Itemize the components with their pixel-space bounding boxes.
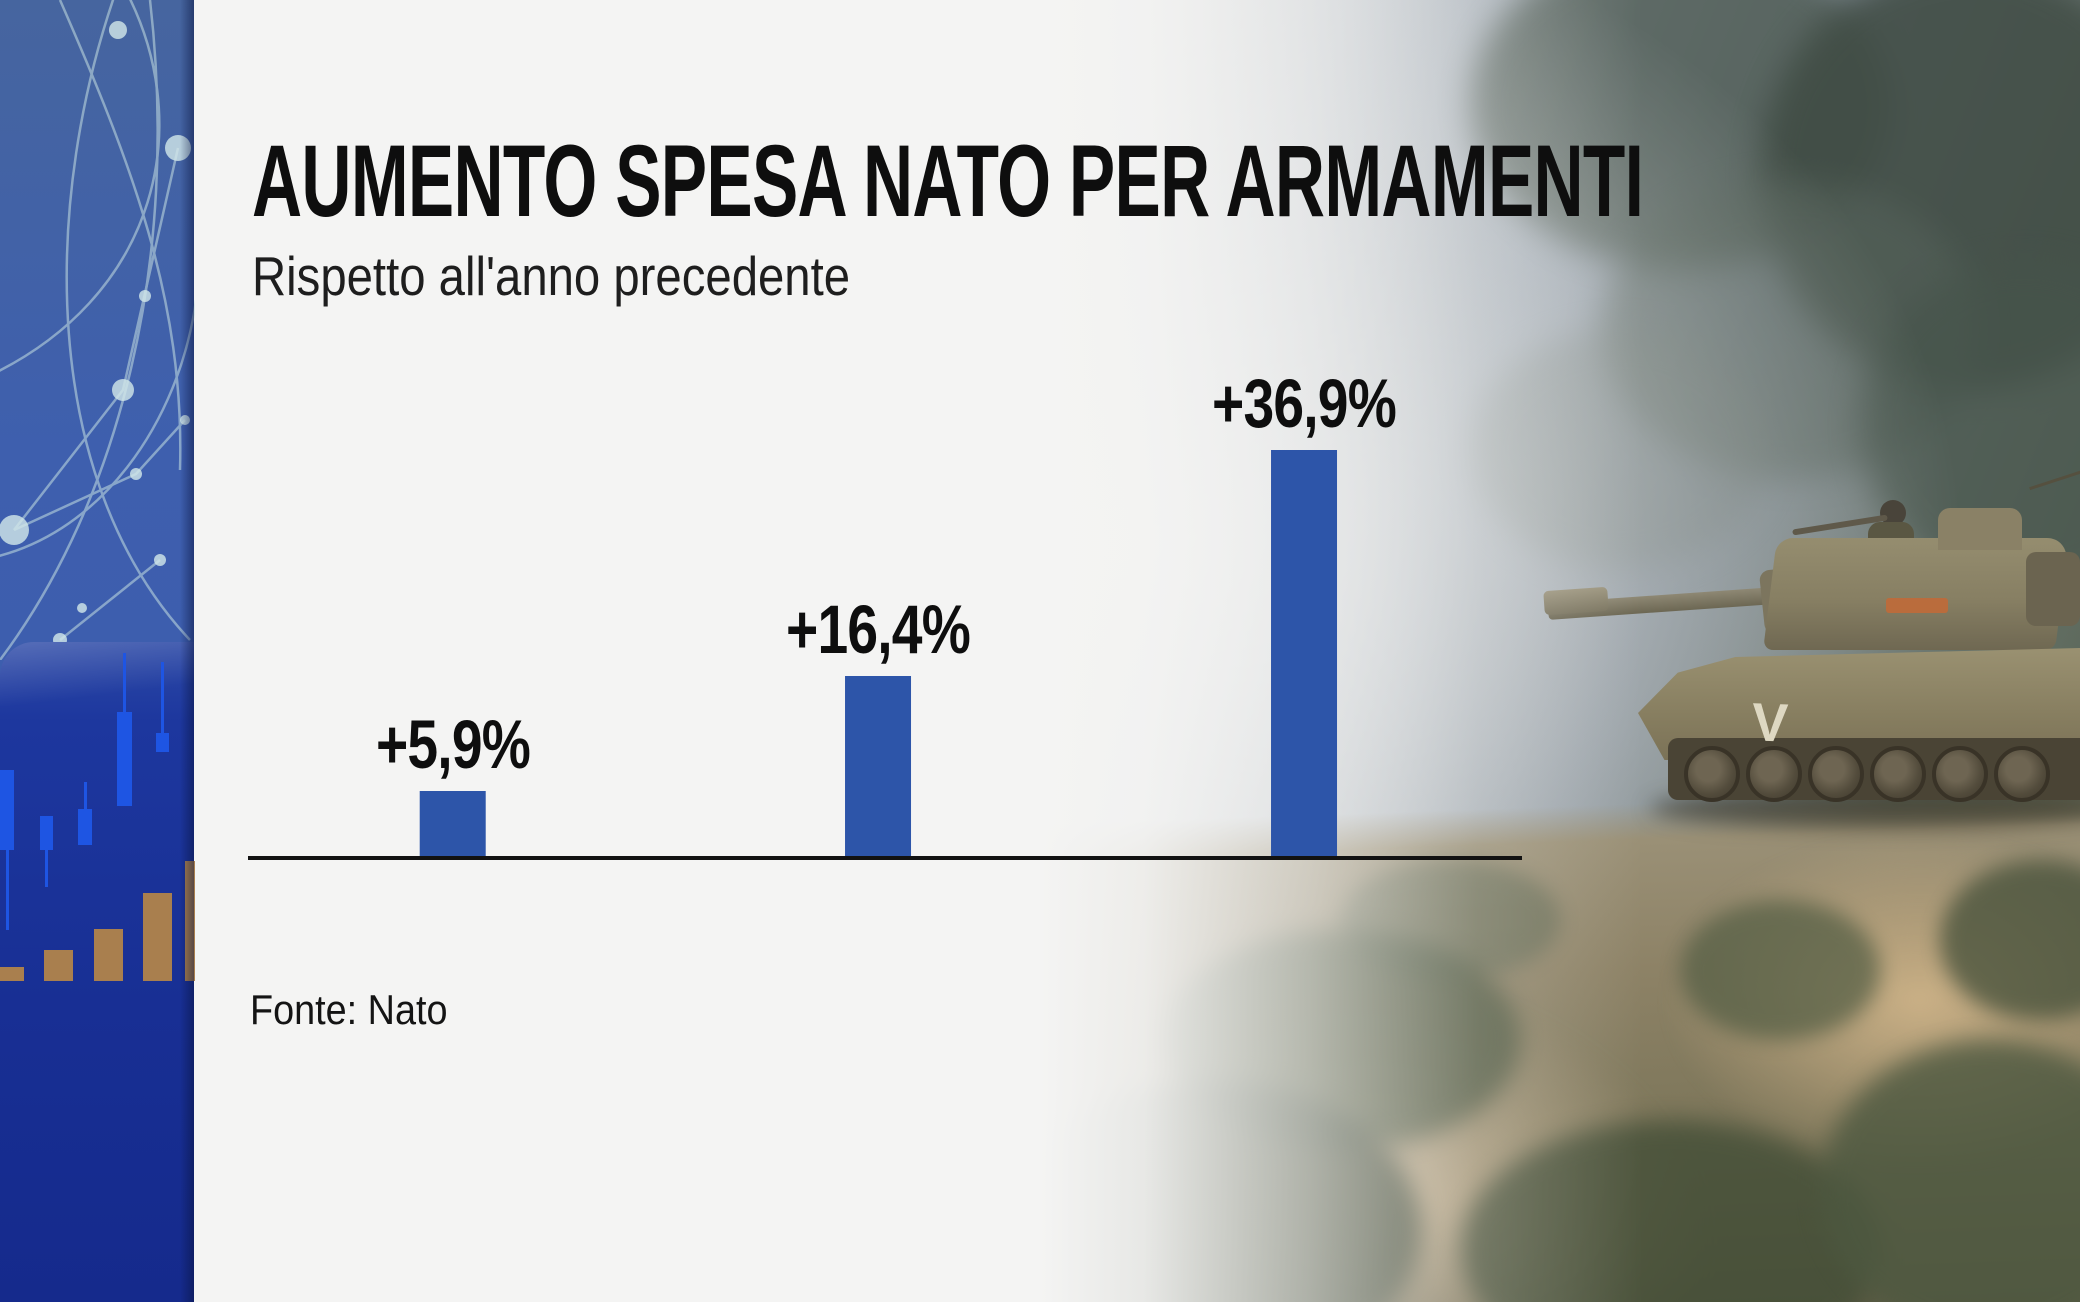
bar	[419, 791, 486, 856]
bar-value-label: +36,9%	[1212, 365, 1397, 443]
chart-panel: AUMENTO SPESA NATO PER ARMAMENTI Rispett…	[194, 0, 2080, 1302]
bar	[844, 675, 911, 856]
bar	[1270, 450, 1337, 856]
candlestick-and-bars-graphic	[0, 653, 195, 981]
bar-2024: +36,9%	[1189, 369, 1419, 856]
tank-photo: V	[1040, 0, 2080, 1302]
left-sidebar	[0, 0, 195, 1302]
bar-chart: +5,9% +16,4% +36,9%	[248, 336, 1522, 860]
network-graphic	[0, 0, 195, 660]
x-axis-line	[248, 856, 1522, 860]
photo-left-fade	[1040, 0, 2080, 1302]
bar-value-label: +5,9%	[375, 706, 531, 784]
source-credit: Fonte: Nato	[250, 986, 448, 1033]
bar-value-label: +16,4%	[786, 590, 971, 668]
bar-2023: +16,4%	[763, 595, 993, 856]
page-subtitle: Rispetto all'anno precedente	[252, 245, 851, 307]
bar-2022: +5,9%	[357, 710, 550, 856]
page-title: AUMENTO SPESA NATO PER ARMAMENTI	[252, 124, 1644, 238]
